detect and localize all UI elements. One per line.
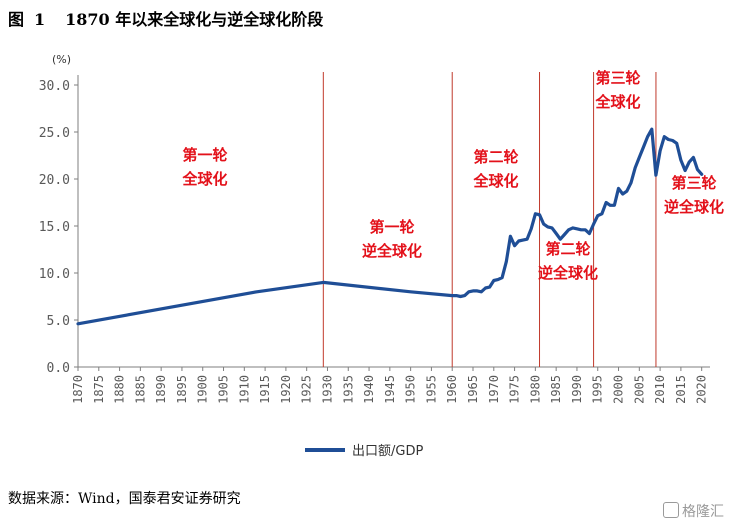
x-tick-label: 1960 [445, 375, 459, 404]
legend-label: 出口额/GDP [352, 444, 423, 459]
y-tick-label: 0.0 [47, 361, 70, 376]
figure-title-text: 1870 年以来全球化与逆全球化阶段 [65, 10, 324, 29]
x-tick-label: 1945 [383, 375, 397, 404]
x-tick-label: 1880 [113, 375, 127, 404]
phase-annotation-label: 第三轮 [671, 174, 716, 192]
y-tick-label: 30.0 [39, 79, 70, 94]
x-tick-label: 1870 [71, 375, 85, 404]
figure-title: 图 1 1870 年以来全球化与逆全球化阶段 [8, 6, 323, 30]
y-tick-label: 10.0 [39, 267, 70, 282]
x-tick-label: 1990 [570, 375, 584, 404]
x-tick-label: 1995 [591, 375, 605, 404]
x-tick-label: 1935 [341, 375, 355, 404]
x-tick-label: 2000 [612, 375, 626, 404]
phase-annotation-label: 全球化 [594, 93, 640, 111]
source-note: 数据来源：Wind，国泰君安证券研究 [8, 491, 241, 507]
x-tick-label: 1900 [196, 375, 210, 404]
phase-annotation-label: 全球化 [472, 172, 518, 190]
watermark: 格隆汇 [663, 501, 724, 521]
x-tick-label: 2010 [653, 375, 667, 404]
x-tick-label: 1890 [154, 375, 168, 404]
x-tick-label: 2005 [632, 375, 646, 404]
phase-annotation-label: 第二轮 [545, 240, 590, 258]
x-tick-label: 1915 [258, 375, 272, 404]
series-line-export-gdp [76, 127, 704, 326]
phase-annotation-label: 第一轮 [182, 146, 227, 164]
x-tick-label: 1910 [237, 375, 251, 404]
x-tick-label: 1895 [175, 375, 189, 404]
x-tick-label: 1980 [528, 375, 542, 404]
phase-annotation-label: 第二轮 [473, 148, 518, 166]
watermark-text: 格隆汇 [682, 504, 724, 520]
x-tick-label: 2020 [695, 375, 709, 404]
x-tick-label: 1955 [424, 375, 438, 404]
phase-annotation-label: 逆全球化 [538, 264, 598, 282]
x-tick-label: 1970 [487, 375, 501, 404]
x-tick-label: 2015 [674, 375, 688, 404]
y-tick-label: 15.0 [39, 220, 70, 235]
x-tick-label: 1930 [320, 375, 334, 404]
phase-annotation-label: 全球化 [181, 170, 227, 188]
y-tick-label: 25.0 [39, 126, 70, 141]
x-tick-label: 1875 [92, 375, 106, 404]
x-tick-label: 1985 [549, 375, 563, 404]
x-tick-label: 1920 [279, 375, 293, 404]
x-tick-label: 1925 [300, 375, 314, 404]
y-axis-unit-label: (%) [52, 53, 71, 66]
phase-annotation-label: 逆全球化 [362, 242, 422, 260]
figure-label: 图 [8, 10, 25, 29]
watermark-logo-icon [663, 502, 679, 518]
x-tick-label: 1940 [362, 375, 376, 404]
x-tick-label: 1965 [466, 375, 480, 404]
phase-annotation-label: 第一轮 [369, 218, 414, 236]
phase-annotation-label: 第三轮 [595, 69, 640, 87]
x-tick-label: 1975 [508, 375, 522, 404]
y-tick-label: 20.0 [39, 173, 70, 188]
line-chart: 0.0 5.0 10.0 15.0 20.0 25.0 30.0 (%) 1870 1875 188… [39, 53, 724, 459]
y-tick-label: 5.0 [47, 314, 70, 329]
phase-annotation-label: 逆全球化 [664, 198, 724, 216]
x-tick-label: 1885 [133, 375, 147, 404]
x-tick-label: 1905 [217, 375, 231, 404]
x-tick-label: 1950 [404, 375, 418, 404]
figure-number: 1 [34, 10, 46, 29]
